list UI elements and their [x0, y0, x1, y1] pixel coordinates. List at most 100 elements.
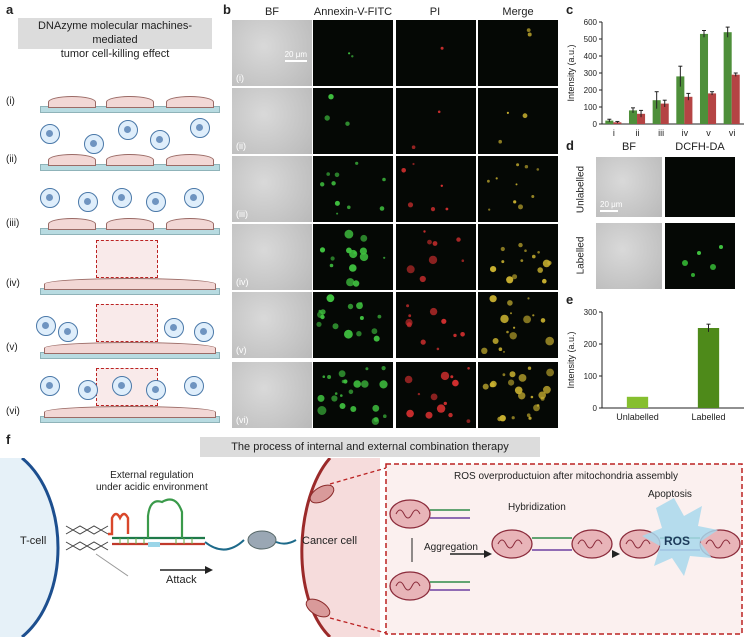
external-regulation-line1: External regulation [110, 470, 194, 481]
aggregation-label: Aggregation [424, 542, 478, 553]
micrograph-pi-6 [396, 362, 476, 428]
tumor-cell [48, 218, 96, 230]
micrograph-pi-1 [396, 20, 476, 86]
panel-d-dcfh-labelled [665, 223, 735, 289]
panel-d-dcfh-unlabelled [665, 157, 735, 217]
panel-a-label: a [6, 2, 14, 17]
micrograph-merge-4 [478, 224, 558, 290]
t-cell [58, 322, 78, 342]
t-cell [184, 188, 204, 208]
tumor-cell [44, 342, 216, 354]
x-tick-label: i [613, 128, 615, 138]
panel-b-col-merge: Merge [502, 6, 534, 18]
external-regulation-line2: under acidic environment [96, 482, 208, 493]
x-tick-label: v [706, 128, 711, 138]
cancer-cell-label: Cancer cell [302, 535, 358, 547]
panel-d-row-labelled: Labelled [574, 224, 588, 290]
t-cell [146, 380, 166, 400]
bar-v-s1 [708, 93, 717, 124]
panel-d-row-unlabelled: Unlabelled [574, 160, 588, 224]
tumor-cell [106, 96, 154, 108]
ros-overproduction-title: ROS overproductuion after mitochondria a… [454, 471, 678, 482]
panel-c-label: c [566, 2, 574, 17]
panel-a-title-line1: DNAzyme molecular machines-mediated [37, 20, 193, 46]
mitochondria-inset [96, 240, 158, 278]
tcell-label: T-cell [20, 535, 47, 547]
y-tick-label: 100 [584, 103, 598, 112]
t-cell [190, 118, 210, 138]
attack-label: Attack [166, 574, 197, 586]
panel-a-row-label: (ii) [6, 154, 18, 165]
panel-d-scale-bar-text: 20 μm [600, 200, 623, 209]
micrograph-pi-5 [396, 292, 476, 358]
micrograph-merge-2 [478, 88, 558, 154]
t-cell [36, 316, 56, 336]
micrograph-pi-2 [396, 88, 476, 154]
tumor-cell [48, 154, 96, 166]
mitochondria-inset [96, 304, 158, 342]
panel-a-row-label: (vi) [6, 406, 20, 417]
panel-a-title-line2: tumor cell-killing effect [60, 48, 170, 60]
micrograph-annexin-5 [313, 292, 393, 358]
micrograph-row-label: (ii) [236, 141, 246, 151]
micrograph-bf-5: (v) [232, 292, 312, 358]
micrograph-pi-3 [396, 156, 476, 222]
y-tick-label: 400 [584, 52, 598, 61]
micrograph-bf-3: (iii) [232, 156, 312, 222]
panel-b-col-bf: BF [264, 6, 280, 18]
y-tick-label: 300 [584, 308, 598, 317]
micrograph-row-label: (i) [236, 73, 244, 83]
micrograph-bf-1: (i) 20 μm [232, 20, 312, 86]
bar-i-s0 [605, 120, 614, 124]
micrograph-annexin-1 [313, 20, 393, 86]
t-cell [78, 380, 98, 400]
micrograph-annexin-2 [313, 88, 393, 154]
micrograph-merge-5 [478, 292, 558, 358]
micrograph-row-label: (vi) [236, 415, 249, 425]
t-cell [40, 188, 60, 208]
t-cell [84, 134, 104, 154]
y-tick-label: 0 [593, 404, 598, 413]
t-cell [112, 188, 132, 208]
t-cell [184, 376, 204, 396]
panel-b-col-annexin: Annexin-V-FITC [313, 6, 393, 18]
x-tick-label: Labelled [691, 412, 725, 422]
bar-ii-s0 [628, 110, 638, 124]
x-tick-label: ii [636, 128, 640, 138]
micrograph-pi-4 [396, 224, 476, 290]
panel-d-dcfh-labelled-signal [682, 245, 723, 277]
panel-a-row-label: (i) [6, 96, 15, 107]
apoptosis-label: Apoptosis [648, 489, 692, 500]
y-axis-label: Intensity (a.u.) [566, 44, 576, 101]
panel-e-bar-chart: 0 100 200 300 Intensity (a.u.) Unlabelled Labe… [566, 308, 744, 422]
t-cell [118, 120, 138, 140]
micrograph-row-label: (v) [236, 345, 247, 355]
bar-vi-s0 [723, 32, 732, 125]
panel-b-col-pi: PI [429, 6, 441, 18]
micrograph-row-label: (iv) [236, 277, 249, 287]
micrograph-annexin-4 [313, 224, 393, 290]
micrograph-annexin-3 [313, 156, 393, 222]
panel-d-row-labelled-text: Labelled [575, 236, 587, 275]
micrograph-merge-1 [478, 20, 558, 86]
tumor-cell [106, 218, 154, 230]
panel-d-col-dcfh: DCFH-DA [675, 141, 725, 153]
panel-d-bf-unlabelled [596, 157, 662, 217]
panel-a-title: DNAzyme molecular machines-mediated tumo… [18, 18, 212, 60]
panel-a-row-label: (iv) [6, 278, 20, 289]
external-regulation-label: External regulation under acidic environ… [96, 470, 208, 494]
x-tick-label: iii [658, 128, 664, 138]
bar-iii-s1 [660, 103, 669, 124]
y-tick-label: 200 [584, 340, 598, 349]
panel-d-bf-labelled [596, 223, 662, 289]
tumor-cell [166, 154, 214, 166]
panel-f-schematic [0, 458, 743, 637]
t-cell [164, 318, 184, 338]
x-tick-label: iv [682, 128, 689, 138]
bar-iii-s0 [652, 100, 661, 124]
y-tick-label: 100 [584, 372, 598, 381]
micrograph-bf-2: (ii) [232, 88, 312, 154]
micrograph-row-label: (iii) [236, 209, 248, 219]
t-cell [150, 130, 170, 150]
hybridization-label: Hybridization [508, 502, 566, 513]
